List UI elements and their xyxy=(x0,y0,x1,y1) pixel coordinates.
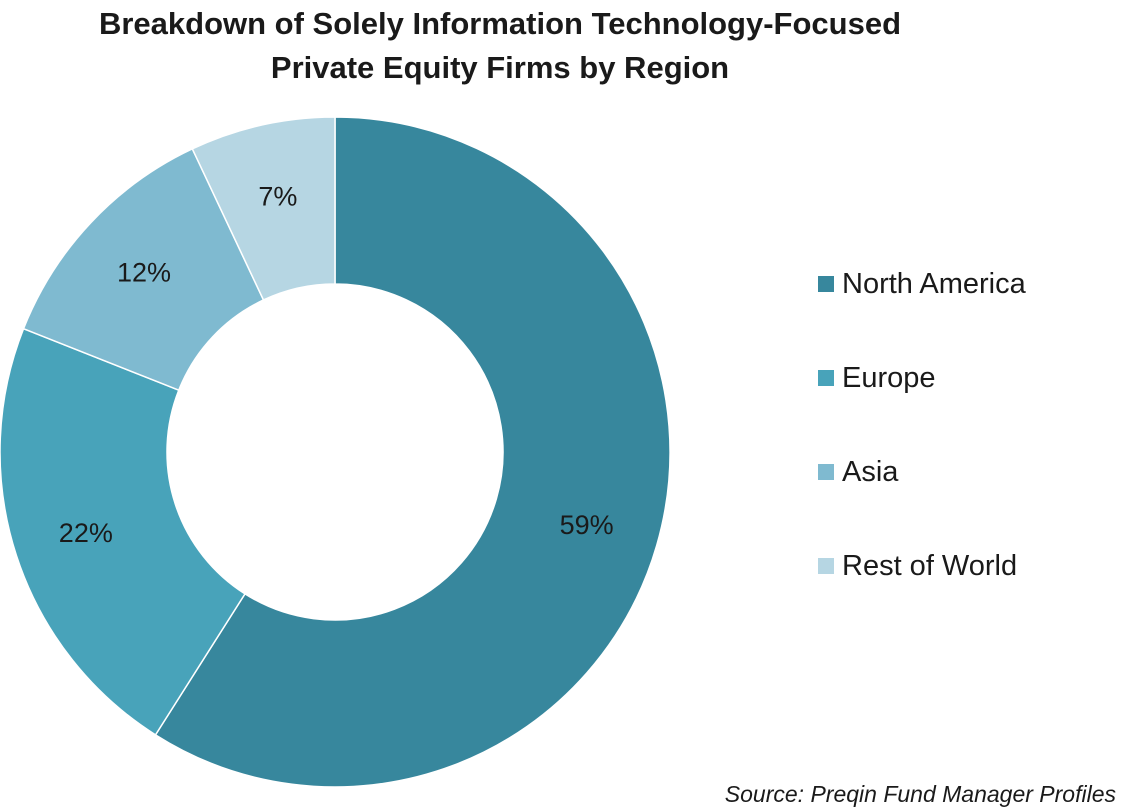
legend-item-europe: Europe xyxy=(818,356,1026,400)
legend-swatch-europe xyxy=(818,370,834,386)
source-note: Source: Preqin Fund Manager Profiles xyxy=(724,781,1116,807)
chart-legend: North America Europe Asia Rest of World xyxy=(818,262,1026,638)
legend-item-asia: Asia xyxy=(818,450,1026,494)
legend-label-rest-of-world: Rest of World xyxy=(842,549,1018,582)
legend-swatch-rest-of-world xyxy=(818,558,834,574)
chart-title-line-2: Private Equity Firms by Region xyxy=(270,50,730,85)
chart-title: Breakdown of Solely Information Technolo… xyxy=(0,2,1000,90)
slice-asia xyxy=(22,147,265,392)
legend-item-rest-of-world: Rest of World xyxy=(818,544,1026,588)
legend-label-asia: Asia xyxy=(842,455,899,488)
data-label-rest-of-world: 7% xyxy=(258,181,297,211)
legend-label-europe: Europe xyxy=(842,361,936,394)
chart-title-line-1: Breakdown of Solely Information Technolo… xyxy=(98,6,902,41)
data-label-europe: 22% xyxy=(59,518,113,548)
slice-europe xyxy=(0,327,247,736)
legend-label-north-america: North America xyxy=(842,267,1026,300)
legend-swatch-asia xyxy=(818,464,834,480)
slice-rest-of-world xyxy=(191,116,336,301)
slice-north-america xyxy=(154,116,671,788)
data-label-north-america: 59% xyxy=(560,510,614,540)
legend-swatch-north-america xyxy=(818,276,834,292)
legend-item-north-america: North America xyxy=(818,262,1026,306)
data-label-asia: 12% xyxy=(117,258,171,288)
